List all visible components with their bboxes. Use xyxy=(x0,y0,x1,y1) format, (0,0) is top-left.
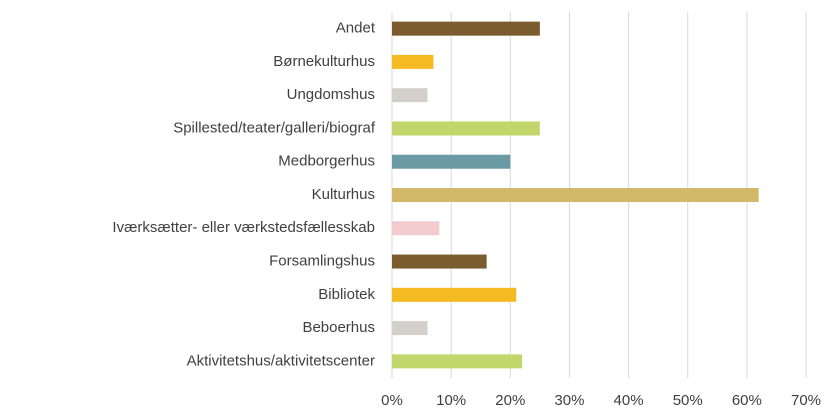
y-tick-label: Børnekulturhus xyxy=(273,53,375,70)
bar xyxy=(392,354,523,369)
y-tick-label: Andet xyxy=(336,20,376,37)
bar xyxy=(392,88,428,103)
bar xyxy=(392,121,540,136)
y-tick-label: Spillested/teater/galleri/biograf xyxy=(173,119,376,136)
bar xyxy=(392,287,517,302)
x-tick-label: 30% xyxy=(554,392,584,409)
x-tick-label: 0% xyxy=(381,392,403,409)
y-tick-label: Medborgerhus xyxy=(278,153,375,170)
bar xyxy=(392,54,434,69)
y-tick-label: Iværksætter- eller værkstedsfællesskab xyxy=(112,219,375,236)
x-tick-label: 60% xyxy=(732,392,762,409)
y-tick-label: Bibliotek xyxy=(318,286,375,303)
y-tick-label: Forsamlingshus xyxy=(269,253,375,270)
x-tick-label: 50% xyxy=(673,392,703,409)
y-tick-label: Beboerhus xyxy=(302,319,375,336)
bar xyxy=(392,21,540,36)
y-tick-label: Ungdomshus xyxy=(287,86,375,103)
x-tick-label: 20% xyxy=(495,392,525,409)
x-tick-label: 40% xyxy=(614,392,644,409)
bar xyxy=(392,254,487,269)
bar xyxy=(392,188,759,202)
x-tick-label: 70% xyxy=(791,392,821,409)
bar xyxy=(392,154,511,169)
y-tick-label: Aktivitetshus/aktivitetscenter xyxy=(187,352,375,369)
x-tick-label: 10% xyxy=(436,392,466,409)
bar xyxy=(392,221,440,236)
y-tick-label: Kulturhus xyxy=(312,186,375,203)
bar xyxy=(392,321,428,336)
